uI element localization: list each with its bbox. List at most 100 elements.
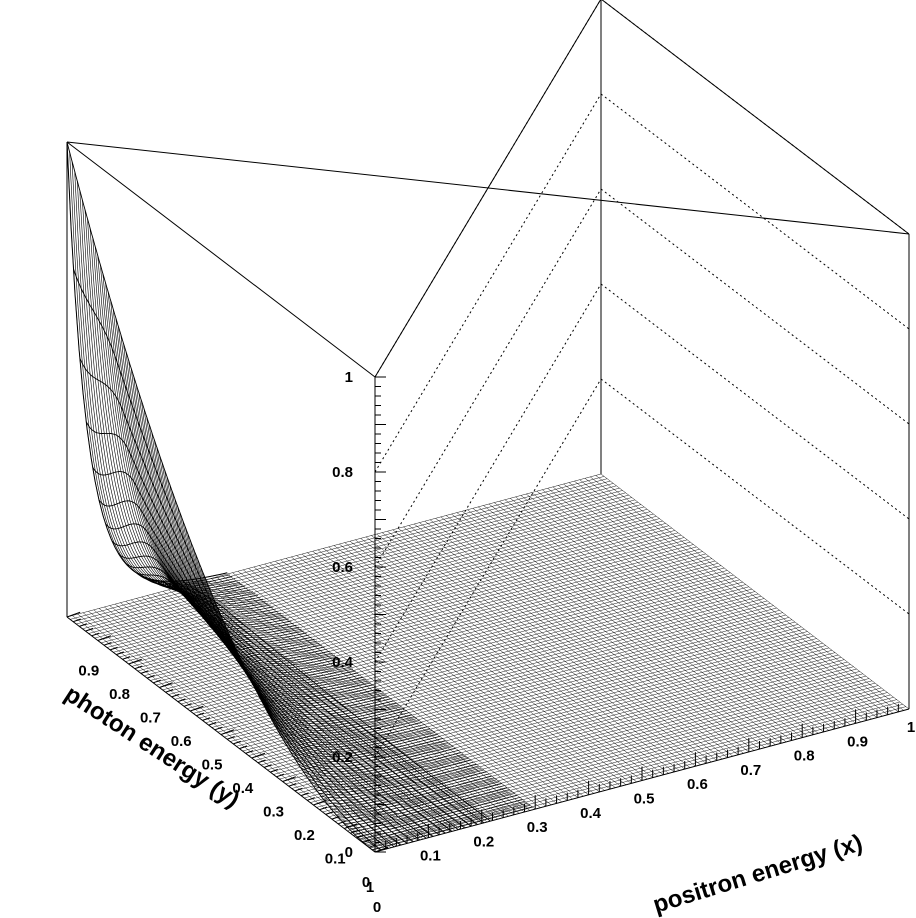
x-tick-label: 0.3 [527,819,548,836]
z-gridline-left-wall [374,283,602,663]
y-tick [368,844,377,848]
y-tick [226,736,235,740]
y-tick [239,745,248,750]
y-tick [122,656,131,660]
y-tick [146,674,155,679]
y-tick [72,618,81,623]
z-gridline-right-wall [600,188,910,425]
y-tick [294,787,303,792]
y-tick [177,698,186,703]
y-tick [91,632,100,637]
y-tick [300,792,309,797]
x-tick-label: 0.1 [420,848,441,865]
x-tick-label: 0.4 [580,805,602,822]
y-tick [257,759,266,764]
x-tick-label: 0.7 [740,762,761,779]
back-frame [66,0,910,852]
surface-x-section [130,568,440,836]
box-edge-top-front-left [66,141,376,378]
surface-y-sections [66,141,533,851]
y-tick [307,797,315,801]
y-tick-label: 0.4 [232,780,254,797]
y-tick [196,712,205,717]
y-tick [97,635,112,641]
y-tick [165,689,174,693]
z-tick-label: 0.4 [332,654,354,671]
x-tick-label: 0.8 [794,748,815,765]
y-tick [140,670,149,674]
y-tick [276,773,285,778]
z-tick-label: 0.2 [332,749,353,766]
y-axis-title: photon energy (y) [60,680,245,813]
y-tick-label: 0.3 [263,804,284,821]
z-tick-label: 1 [345,369,353,386]
z-gridline-right-wall [600,378,910,615]
y-tick [171,693,180,698]
z-gridline-right-wall [600,283,910,520]
y-tick [116,651,124,656]
y-tick [270,768,278,773]
tick-labels: 00.20.40.60.8100.10.20.30.40.50.60.70.80… [78,369,915,916]
z-tick-label: 0.8 [332,464,353,481]
z-tick-label: 0 [345,844,353,861]
y-tick-label: 0 [362,874,370,891]
y-tick [183,703,192,707]
y-tick-label: 0.5 [202,757,223,774]
x-tick-label: 0.6 [687,776,708,793]
y-tick [103,642,112,646]
z-gridline-right-wall [600,93,910,330]
y-tick [220,729,235,735]
y-tick-label: 0.9 [78,663,99,680]
y-tick [66,611,81,618]
y-tick [282,776,296,782]
y-tick [251,752,266,759]
y-tick [233,740,242,745]
y-tick [344,823,358,829]
y-tick [190,705,204,712]
x-tick-label: 0.5 [634,791,655,808]
y-tick [313,799,327,806]
z-gridline-left-wall [374,188,602,568]
y-tick [159,682,173,688]
y-tick-label: 0.8 [109,686,130,703]
x-tick-label: 0.2 [473,833,494,850]
y-tick [325,811,334,815]
y-tick [331,815,340,820]
y-tick [109,646,118,651]
y-tick [263,764,272,768]
x-axis-title: positron energy (x) [650,829,866,918]
y-tick [356,834,365,839]
y-tick [288,783,297,787]
y-tick [214,726,223,731]
y-tick [245,750,254,754]
y-tick [202,717,211,721]
z-tick-label: 0.6 [332,559,353,576]
y-tick [362,839,371,844]
y-tick [208,721,217,726]
z-gridline-left-wall [374,378,602,758]
x-tick-label: 0 [373,899,381,916]
y-tick-label: 0.7 [140,710,161,727]
x-tick-label: 1 [907,719,915,736]
box-edge-top-back-right [601,0,910,235]
axis-ticks [66,376,910,853]
surface-far-edge [66,141,228,582]
y-tick [79,623,88,627]
y-tick-label: 0.6 [171,733,192,750]
y-tick [134,665,143,670]
y-tick [128,658,142,665]
y-tick [85,627,94,632]
surface-ridge-mesh [66,141,533,853]
y-tick [337,820,346,825]
box-edge-top-front-right [66,141,910,235]
y-tick [319,806,328,811]
y-tick [350,830,359,834]
x-tick-label: 0.9 [847,733,868,750]
y-tick-label: 0.2 [294,827,315,844]
y-tick-label: 0.1 [325,851,346,868]
y-tick [153,679,161,684]
y-tick-label: 1 [366,879,374,896]
z-gridline-left-wall [374,93,602,473]
surface-x-section [66,141,376,853]
